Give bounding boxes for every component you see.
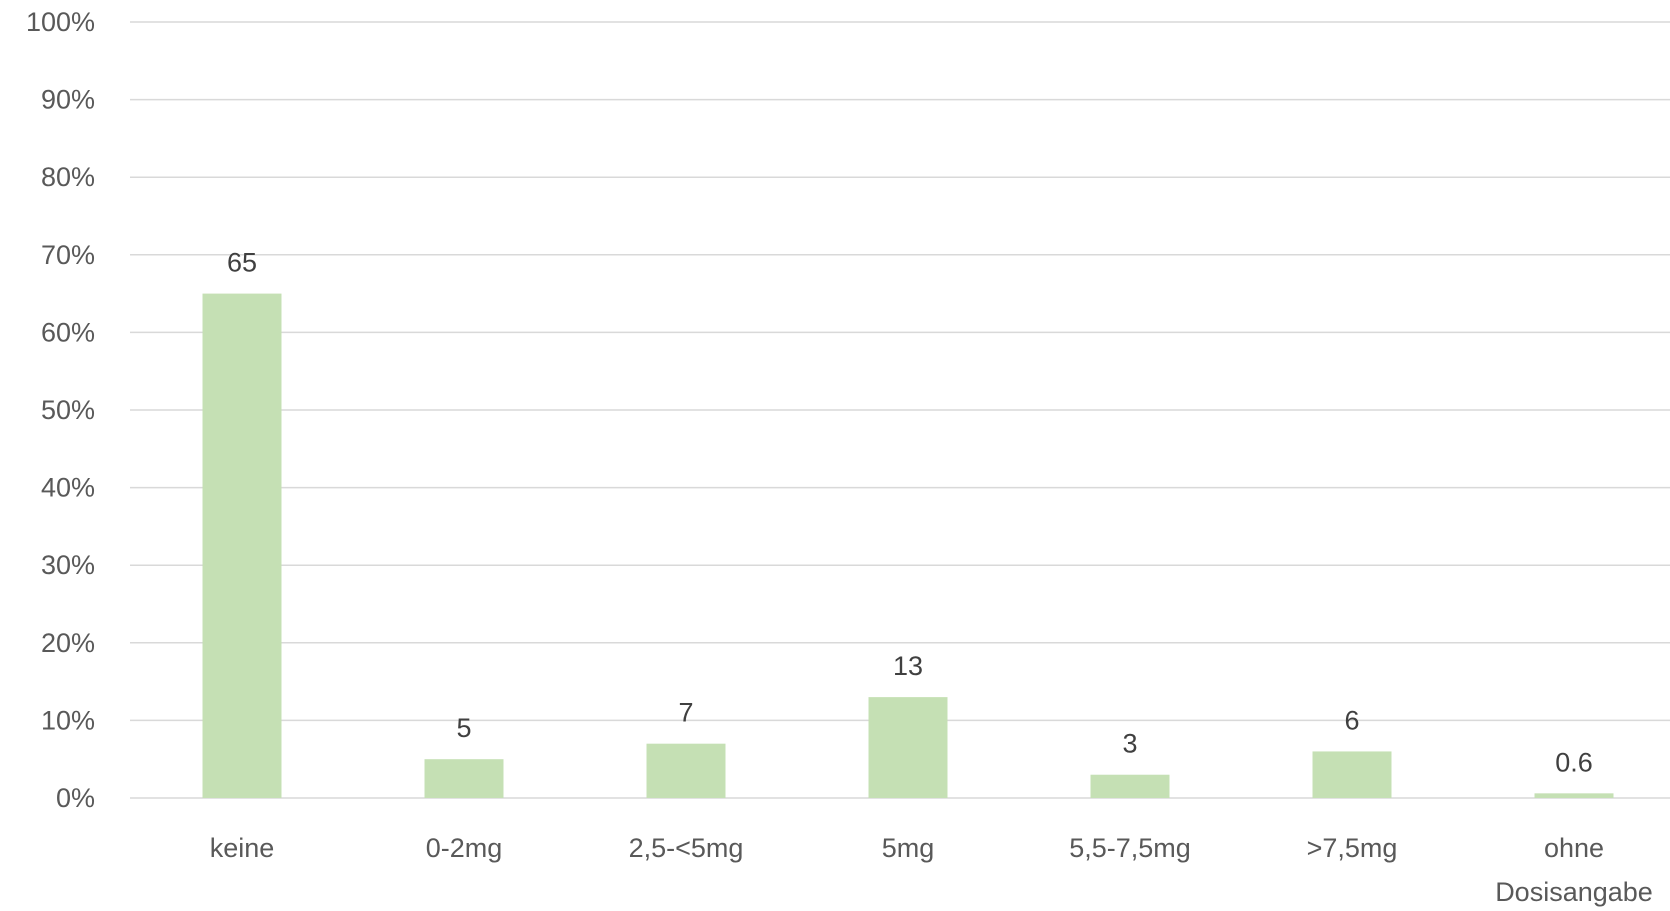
data-labels: 65 5 7 13 3 6 0.6 bbox=[227, 248, 1593, 778]
y-tick-label: 60% bbox=[41, 317, 95, 347]
x-category-label: 5,5-7,5mg bbox=[1069, 833, 1191, 863]
x-axis-category-labels: keine 0-2mg 2,5-<5mg 5mg 5,5-7,5mg >7,5mg ohne… bbox=[210, 833, 1653, 907]
bar-value-label: 7 bbox=[678, 698, 693, 728]
bar bbox=[646, 743, 726, 798]
bar bbox=[868, 697, 948, 798]
bar-value-label: 0.6 bbox=[1555, 747, 1593, 777]
y-tick-label: 70% bbox=[41, 240, 95, 270]
bar-value-label: 65 bbox=[227, 248, 257, 278]
x-category-label: Dosisangabe bbox=[1495, 877, 1653, 907]
y-tick-label: 40% bbox=[41, 473, 95, 503]
y-tick-label: 100% bbox=[26, 7, 95, 37]
bar bbox=[1090, 774, 1170, 798]
bar bbox=[1312, 751, 1392, 798]
y-tick-label: 80% bbox=[41, 162, 95, 192]
y-tick-label: 10% bbox=[41, 705, 95, 735]
bar bbox=[202, 293, 282, 798]
x-category-label: 2,5-<5mg bbox=[629, 833, 744, 863]
x-category-label: 5mg bbox=[882, 833, 935, 863]
y-tick-label: 20% bbox=[41, 628, 95, 658]
x-category-label: 0-2mg bbox=[426, 833, 503, 863]
bar-value-label: 5 bbox=[456, 713, 471, 743]
bar-value-label: 6 bbox=[1344, 705, 1359, 735]
x-category-label: >7,5mg bbox=[1307, 833, 1398, 863]
y-tick-label: 30% bbox=[41, 550, 95, 580]
y-axis-tick-labels: 0% 10% 20% 30% 40% 50% 60% 70% 80% 90% 100% bbox=[26, 7, 95, 813]
bar bbox=[424, 759, 504, 798]
y-tick-label: 0% bbox=[56, 783, 95, 813]
bar-value-label: 13 bbox=[893, 651, 923, 681]
gridlines bbox=[130, 21, 1670, 799]
x-category-label: ohne bbox=[1544, 833, 1604, 863]
bar-value-label: 3 bbox=[1122, 729, 1137, 759]
bar bbox=[1534, 793, 1614, 798]
y-tick-label: 50% bbox=[41, 395, 95, 425]
bars bbox=[202, 293, 1614, 798]
x-category-label: keine bbox=[210, 833, 275, 863]
y-tick-label: 90% bbox=[41, 85, 95, 115]
